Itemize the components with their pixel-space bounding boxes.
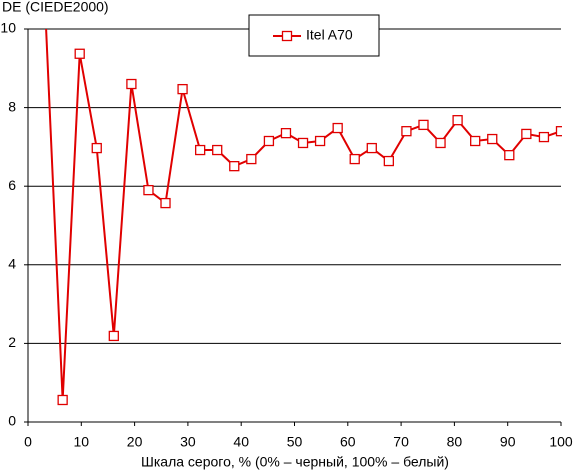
point	[504, 150, 515, 161]
series-line	[45, 29, 562, 401]
point	[108, 330, 119, 342]
point	[280, 127, 292, 139]
legend-box	[248, 14, 380, 57]
point	[418, 119, 429, 131]
y-axis-title: DE (CIEDE2000)	[2, 0, 109, 15]
y-tick-label: 2	[8, 334, 16, 350]
point	[212, 144, 223, 156]
point	[246, 153, 257, 165]
point	[401, 126, 412, 137]
point	[435, 137, 446, 149]
point	[229, 161, 240, 172]
point	[195, 144, 206, 156]
point	[57, 394, 68, 406]
y-tick-label: 6	[8, 177, 16, 193]
point	[177, 83, 188, 95]
x-tick-label: 30	[180, 434, 196, 450]
x-tick-label: 40	[233, 434, 249, 450]
legend-label: Itel A70	[306, 27, 353, 43]
x-axis-title: Шкала серого, % (0% – черный, 100% – бел…	[141, 454, 449, 470]
point	[452, 115, 463, 126]
series	[45, 29, 562, 406]
x-tick-label: 90	[500, 434, 516, 450]
point	[143, 184, 154, 196]
legend-marker	[281, 30, 293, 42]
point	[349, 153, 360, 165]
point	[263, 135, 275, 147]
y-tick-label: 4	[8, 256, 16, 272]
legend: Itel A70	[248, 14, 380, 57]
x-tick-label: 10	[74, 434, 90, 450]
point	[555, 126, 562, 137]
x-tick-label: 20	[127, 434, 143, 450]
x-tick-label: 60	[340, 434, 356, 450]
point	[160, 197, 171, 209]
point	[74, 48, 85, 59]
point	[366, 142, 377, 154]
x-tick-label: 50	[287, 434, 303, 450]
y-tick-label: 8	[8, 98, 16, 114]
point	[470, 135, 481, 147]
y-tick-label: 10	[0, 20, 16, 36]
point	[126, 78, 137, 90]
point	[332, 122, 343, 134]
point	[91, 142, 102, 154]
point	[538, 131, 550, 143]
y-tick-label: 0	[8, 413, 16, 429]
x-tick-label: 70	[393, 434, 409, 450]
x-tick-label: 0	[24, 434, 32, 450]
x-tick-label: 100	[549, 434, 573, 450]
point	[487, 133, 498, 145]
point	[314, 135, 326, 147]
point	[383, 155, 394, 167]
point	[521, 128, 532, 140]
x-tick-label: 80	[447, 434, 463, 450]
point	[297, 137, 309, 149]
